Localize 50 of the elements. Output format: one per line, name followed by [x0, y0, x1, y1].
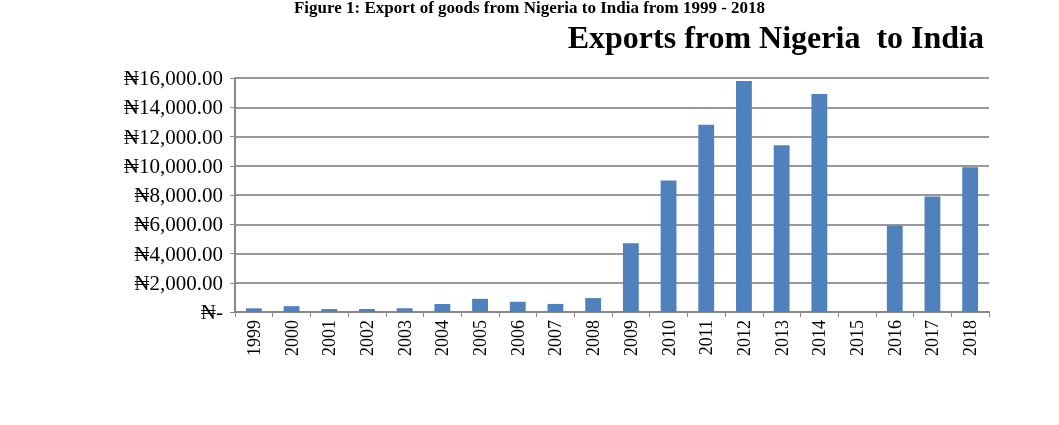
y-tick-label: ₦8,000.00: [134, 183, 223, 207]
bar: [698, 124, 715, 312]
bar: [359, 309, 375, 312]
bar: [924, 196, 941, 312]
x-tick-label: 2013: [771, 320, 792, 356]
x-tick-label: 2018: [960, 320, 981, 356]
y-tick-label: ₦16,000.00: [123, 66, 223, 90]
x-tick-label: 2004: [432, 320, 453, 356]
bar: [585, 298, 602, 312]
bar: [962, 167, 979, 312]
y-tick-label: ₦14,000.00: [123, 95, 223, 120]
y-tick-label: ₦-: [200, 300, 223, 324]
bar: [886, 225, 903, 312]
bar: [321, 309, 338, 312]
x-tick-label: 2008: [583, 320, 604, 356]
bar: [472, 298, 488, 312]
bar: [283, 306, 300, 312]
x-tick-label: 2015: [847, 320, 868, 356]
x-tick-label: 2006: [507, 320, 528, 356]
x-tick-label: 2011: [696, 320, 717, 356]
bar: [811, 94, 828, 312]
x-tick-label: 2001: [319, 320, 340, 356]
x-tick-label: 2017: [922, 320, 943, 356]
y-tick-label: ₦2,000.00: [134, 270, 223, 295]
caption: Figure 1: Export of goods from Nigeria to India from 1999 - 2018: [293, 0, 766, 17]
x-tick-label: 2007: [545, 320, 566, 356]
x-tick-label: 2014: [809, 320, 830, 356]
x-tick-label: 2010: [658, 320, 679, 356]
bar: [509, 301, 526, 312]
bar: [773, 145, 790, 312]
x-tick-label: 2002: [356, 320, 377, 356]
x-tick-label: 2000: [281, 320, 302, 356]
chart-title: Exports from Nigeria to India: [567, 19, 984, 55]
x-tick-label: 2005: [470, 320, 491, 356]
x-tick-label: 2016: [884, 320, 905, 356]
bar: [736, 80, 752, 312]
bar: [396, 308, 413, 312]
bar: [547, 303, 564, 312]
y-tick-label: ₦6,000.00: [134, 212, 223, 237]
bar: [245, 308, 262, 312]
bar: [434, 303, 451, 312]
x-tick-label: 2003: [394, 320, 415, 356]
x-tick-label: 1999: [243, 320, 264, 356]
x-tick-label: 2009: [620, 320, 641, 356]
bar: [622, 243, 639, 312]
y-tick-label: ₦12,000.00: [123, 124, 223, 149]
x-tick-label: 2012: [733, 320, 754, 356]
y-tick-label: ₦4,000.00: [134, 241, 223, 266]
y-tick-label: ₦10,000.00: [123, 153, 223, 178]
bar: [660, 180, 677, 312]
